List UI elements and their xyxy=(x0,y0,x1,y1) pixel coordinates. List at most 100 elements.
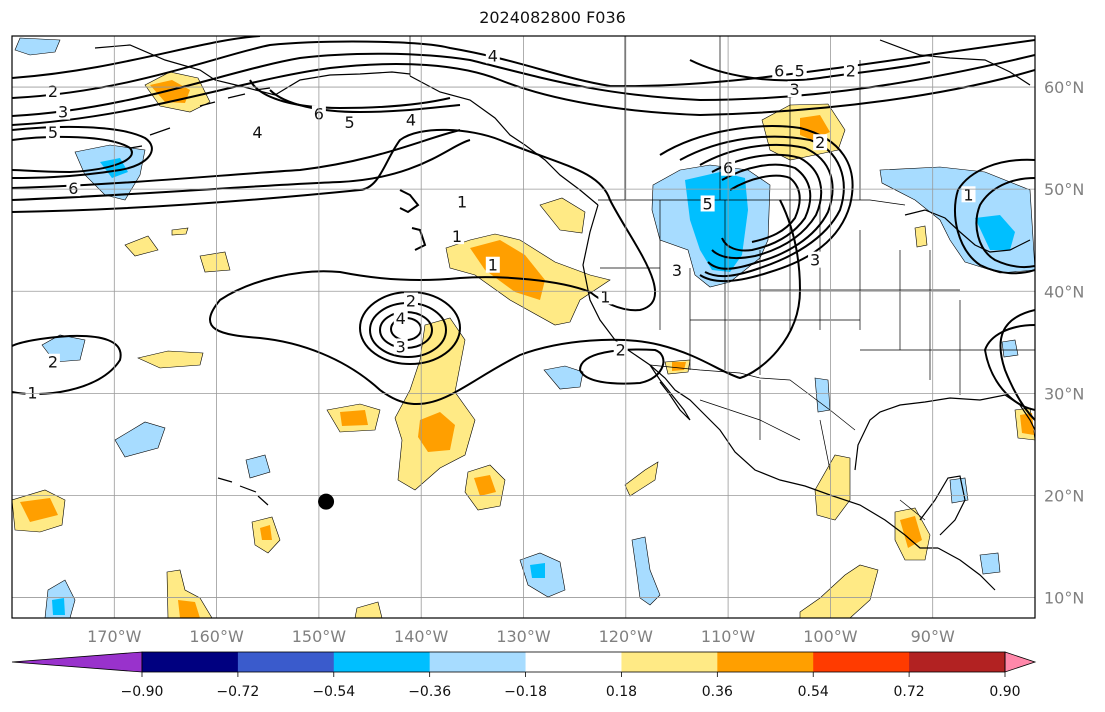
contour-label-mask xyxy=(25,384,40,401)
contour-label-mask xyxy=(393,309,408,326)
contour-label: 3 xyxy=(58,103,68,122)
contour-label: 1 xyxy=(488,256,498,275)
colorbar-tick-label: 0.18 xyxy=(606,684,637,700)
contour-label-mask xyxy=(598,288,613,305)
contour-label: 4 xyxy=(252,123,262,142)
colorbar-segment xyxy=(717,652,814,672)
contour-line xyxy=(999,309,1035,421)
contour-line xyxy=(249,79,451,110)
contour-label: 3 xyxy=(396,337,406,356)
contour-label: 1 xyxy=(963,185,973,204)
anomaly-region xyxy=(124,235,159,257)
hawaii-islands xyxy=(217,477,269,506)
anomaly-region xyxy=(166,569,213,618)
anomaly-region xyxy=(814,454,851,521)
aleutian-islands xyxy=(129,87,271,149)
latitude-tick-label: 10°N xyxy=(1044,589,1084,608)
baja-california xyxy=(649,364,691,421)
strong-positive-anomaly-fields xyxy=(20,80,1034,618)
colorbar-tick-label: −0.90 xyxy=(121,684,164,700)
contour-label: 5 xyxy=(703,194,713,213)
contour-label: 5 xyxy=(795,62,805,81)
colorbar-tick-label: −0.18 xyxy=(504,684,547,700)
colorbar-tick-label: −0.54 xyxy=(312,684,355,700)
contour-label: 2 xyxy=(406,291,416,310)
longitude-tick-label: 150°W xyxy=(292,627,347,646)
us-mexico-border xyxy=(649,364,856,431)
contour-line xyxy=(12,36,261,79)
anomaly-region xyxy=(1001,339,1019,358)
contour-label: 4 xyxy=(396,309,406,328)
anomaly-core xyxy=(178,600,200,618)
contour-line xyxy=(411,227,427,251)
anomaly-core xyxy=(418,412,455,452)
contour-line xyxy=(12,334,122,396)
anomaly-region xyxy=(979,552,1001,575)
contour-line xyxy=(269,89,461,114)
contour-label: 2 xyxy=(815,133,825,152)
contour-label-mask xyxy=(342,113,357,130)
anomaly-region xyxy=(14,37,61,56)
colorbar-frame xyxy=(141,651,1006,673)
anomaly-core xyxy=(900,516,922,548)
contour-line xyxy=(699,143,834,270)
colorbar-segment xyxy=(813,652,910,672)
anomaly-core xyxy=(470,240,545,300)
anomaly-core xyxy=(530,563,545,578)
latitude-tick-label: 60°N xyxy=(1044,78,1084,97)
contour-line xyxy=(954,158,1035,275)
anomaly-region xyxy=(631,536,661,606)
anomaly-core xyxy=(1020,413,1034,435)
contour-label: 2 xyxy=(616,340,626,359)
longitude-tick-label: 120°W xyxy=(599,627,654,646)
contour-label-mask xyxy=(403,111,418,128)
contour-label: 6 xyxy=(68,179,78,198)
latitude-ticks: 60°N 50°N 40°N 30°N 20°N 10°N xyxy=(1044,78,1084,608)
contour-label-mask xyxy=(45,353,60,370)
colorbar-segment xyxy=(333,652,431,672)
colorbar-segment xyxy=(142,652,239,672)
anomaly-core xyxy=(150,80,190,103)
contour-label-mask xyxy=(792,62,807,79)
contour-line xyxy=(729,174,801,243)
gridlines xyxy=(12,36,1035,618)
contour-label-mask xyxy=(45,124,60,140)
contour-label-mask xyxy=(250,124,265,140)
anomaly-region xyxy=(245,454,271,479)
anomaly-core xyxy=(340,410,368,426)
longitude-tick-label: 100°W xyxy=(803,627,858,646)
contour-line xyxy=(679,135,845,278)
contour-label: 3 xyxy=(672,261,682,280)
contour-label: 1 xyxy=(600,287,610,306)
contour-label-mask xyxy=(485,256,500,273)
contour-lines xyxy=(12,36,1035,421)
contour-label-mask xyxy=(813,134,828,151)
contour-label-mask xyxy=(393,338,408,355)
contour-label-mask xyxy=(961,186,976,203)
anomaly-region xyxy=(171,227,189,236)
contour-label-mask xyxy=(455,193,470,210)
anomaly-core xyxy=(975,215,1015,250)
contour-line xyxy=(12,125,153,179)
colorbar-tick-label: −0.36 xyxy=(408,684,451,700)
contour-label: 2 xyxy=(48,353,58,372)
contour-label-mask xyxy=(485,47,500,64)
contour-line xyxy=(12,135,133,174)
contour-line xyxy=(721,163,812,252)
anomaly-core xyxy=(52,598,65,615)
contour-label: 1 xyxy=(457,192,467,211)
contour-label-mask xyxy=(669,261,684,278)
colorbar-tick-label: −0.72 xyxy=(216,684,259,700)
longitude-tick-label: 110°W xyxy=(701,627,756,646)
anomaly-region xyxy=(914,225,928,248)
contour-label: 1 xyxy=(452,227,462,246)
central-america-coast xyxy=(937,547,996,591)
contour-label: 3 xyxy=(790,80,800,99)
contour-line xyxy=(711,153,823,259)
anomaly-region xyxy=(199,251,231,273)
hudson-bay-coast xyxy=(879,39,1031,86)
contour-line xyxy=(12,39,1035,99)
great-lakes xyxy=(904,209,1031,253)
contour-label-mask xyxy=(808,251,823,268)
anomaly-region xyxy=(539,197,586,234)
